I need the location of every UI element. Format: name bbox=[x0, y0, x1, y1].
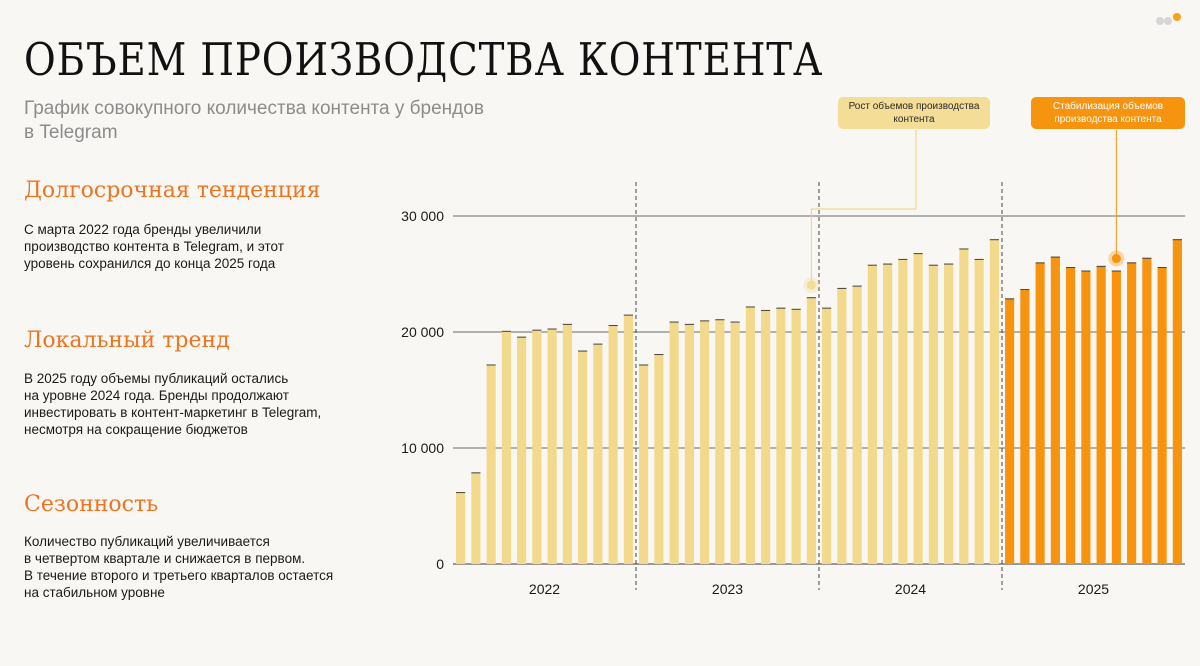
nav-dot-active-icon[interactable] bbox=[1173, 13, 1181, 21]
bar bbox=[684, 323, 694, 564]
bar bbox=[1127, 262, 1137, 564]
bar bbox=[456, 492, 466, 564]
bar bbox=[837, 287, 847, 564]
bar bbox=[1142, 257, 1152, 564]
bar bbox=[639, 364, 649, 564]
bar bbox=[898, 258, 908, 564]
section-text-local-trend: В 2025 году объемы публикаций остались н… bbox=[24, 371, 322, 437]
slide-nav-dots[interactable] bbox=[1156, 13, 1186, 25]
bar bbox=[501, 330, 511, 564]
section-text-seasonality: Количество публикаций увеличивается в че… bbox=[24, 534, 334, 600]
bar bbox=[761, 309, 771, 564]
page-title: ОБЪЕМ ПРОИЗВОДСТВА КОНТЕНТА bbox=[24, 33, 824, 86]
bar bbox=[593, 343, 603, 564]
callout-leader-line bbox=[810, 130, 917, 286]
marker-dot bbox=[806, 280, 816, 290]
bar bbox=[1020, 289, 1030, 564]
bar bbox=[471, 472, 481, 564]
bar bbox=[989, 239, 999, 564]
y-tick-label: 0 bbox=[436, 556, 444, 572]
x-group-label: 2023 bbox=[712, 581, 743, 597]
bar bbox=[669, 321, 679, 564]
bar bbox=[547, 328, 557, 564]
bar bbox=[745, 306, 755, 564]
bar bbox=[532, 329, 542, 564]
callout-growth: Рост объемов производства контента bbox=[838, 97, 990, 129]
x-group-label: 2022 bbox=[529, 581, 560, 597]
bar bbox=[791, 308, 801, 564]
bar bbox=[1172, 239, 1182, 564]
section-heading-seasonality: Сезонность bbox=[24, 492, 159, 517]
y-tick-label: 20 000 bbox=[401, 324, 444, 340]
bar bbox=[578, 350, 588, 564]
bar bbox=[776, 307, 786, 564]
nav-dot-icon[interactable] bbox=[1156, 17, 1164, 25]
bar bbox=[623, 314, 633, 564]
bar bbox=[928, 264, 938, 564]
bar bbox=[944, 263, 954, 564]
bar bbox=[1157, 267, 1167, 564]
bar bbox=[700, 320, 710, 564]
bar bbox=[1066, 267, 1076, 564]
bar bbox=[852, 285, 862, 564]
nav-dot-icon[interactable] bbox=[1164, 17, 1172, 25]
bar bbox=[517, 336, 527, 564]
x-group-label: 2024 bbox=[895, 581, 926, 597]
bar bbox=[654, 354, 664, 564]
bar bbox=[822, 307, 832, 564]
bar bbox=[1005, 298, 1015, 564]
bar bbox=[715, 319, 725, 564]
bar bbox=[1096, 265, 1106, 564]
bar bbox=[974, 258, 984, 564]
section-text-long-term: С марта 2022 года бренды увеличили произ… bbox=[24, 222, 284, 271]
bar bbox=[562, 323, 572, 564]
section-heading-local-trend: Локальный тренд bbox=[24, 328, 230, 353]
bar bbox=[959, 248, 969, 565]
section-heading-long-term: Долгосрочная тенденция bbox=[24, 178, 321, 203]
marker-dot bbox=[1111, 254, 1121, 264]
bar bbox=[730, 321, 740, 564]
bar bbox=[806, 297, 816, 564]
bar bbox=[1111, 270, 1121, 564]
bar bbox=[867, 264, 877, 564]
bar bbox=[1050, 256, 1060, 564]
y-tick-label: 30 000 bbox=[401, 208, 444, 224]
bar bbox=[883, 263, 893, 564]
callout-stabilization: Стабилизация объемов производства контен… bbox=[1031, 97, 1185, 129]
x-group-label: 2025 bbox=[1078, 581, 1109, 597]
bar bbox=[486, 364, 496, 564]
page-subtitle: График совокупного количества контента у… bbox=[24, 98, 484, 143]
bar bbox=[913, 253, 923, 564]
y-tick-label: 10 000 bbox=[401, 440, 444, 456]
bar bbox=[1081, 270, 1091, 564]
bar bbox=[1035, 262, 1045, 564]
bar bbox=[608, 325, 618, 564]
